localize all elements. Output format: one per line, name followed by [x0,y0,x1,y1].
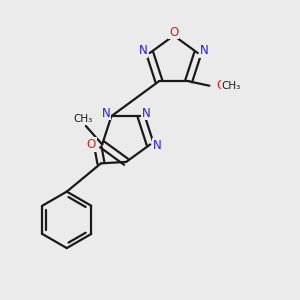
Text: N: N [102,107,110,120]
Text: O: O [87,138,96,151]
Text: N: N [142,107,151,120]
Text: O: O [216,79,225,92]
Text: N: N [152,139,161,152]
Text: N: N [139,44,148,57]
Text: CH₃: CH₃ [221,81,241,91]
Text: N: N [200,44,209,57]
Text: O: O [169,26,178,38]
Text: CH₃: CH₃ [73,115,92,124]
